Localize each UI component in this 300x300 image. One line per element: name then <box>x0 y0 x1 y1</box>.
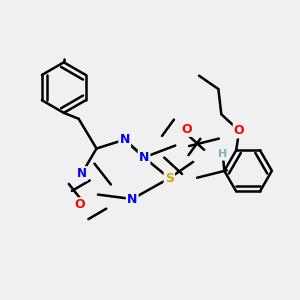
Text: O: O <box>182 123 193 136</box>
Text: O: O <box>75 199 86 212</box>
Text: H: H <box>218 149 227 160</box>
Text: O: O <box>234 124 244 137</box>
Text: N: N <box>139 151 149 164</box>
Text: N: N <box>76 167 87 180</box>
Text: N: N <box>127 193 137 206</box>
Text: N: N <box>119 133 130 146</box>
Text: S: S <box>165 172 174 185</box>
